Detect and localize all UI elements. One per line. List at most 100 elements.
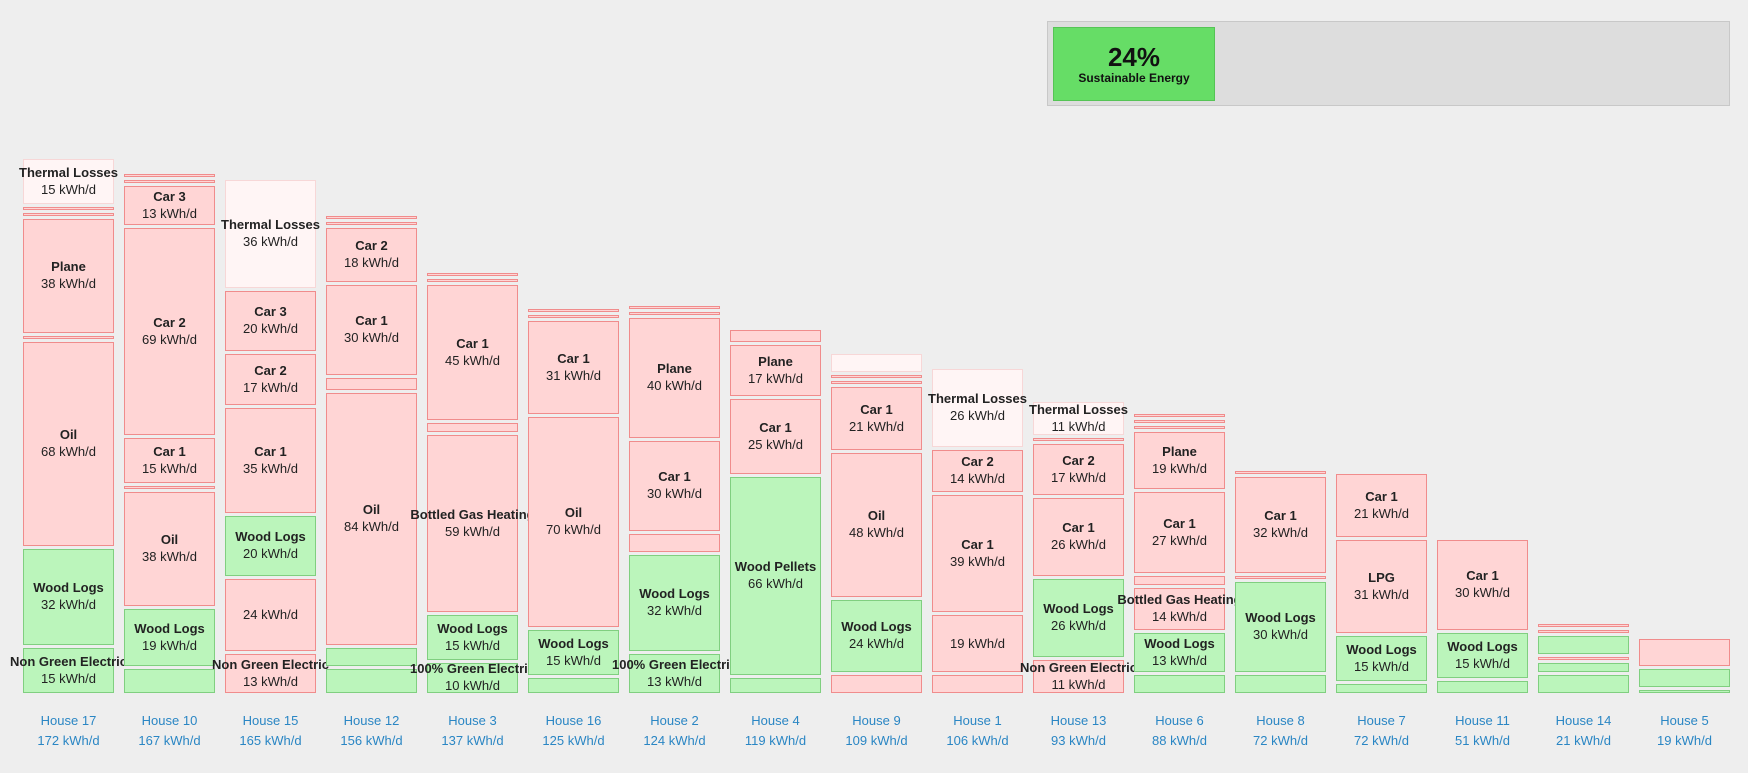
energy-segment[interactable] xyxy=(23,336,114,339)
energy-segment[interactable] xyxy=(124,174,215,177)
energy-segment[interactable] xyxy=(1134,426,1225,429)
energy-segment[interactable] xyxy=(1538,663,1629,672)
energy-segment-car-1[interactable]: Car 1 21 kWh/d xyxy=(831,387,922,450)
energy-segment[interactable] xyxy=(831,675,922,693)
energy-segment-car-1[interactable]: Car 1 30 kWh/d xyxy=(629,441,720,531)
energy-segment-car-3[interactable]: Car 3 13 kWh/d xyxy=(124,186,215,225)
energy-segment-100-green-electric[interactable]: 100% Green Electric 13 kWh/d xyxy=(612,654,737,693)
energy-segment-wood-logs[interactable]: Wood Logs 19 kWh/d xyxy=(124,609,215,666)
energy-segment-oil[interactable]: Oil 84 kWh/d xyxy=(326,393,417,645)
house-name[interactable]: House 8 xyxy=(1256,713,1305,728)
house-name[interactable]: House 7 xyxy=(1357,713,1406,728)
energy-segment[interactable] xyxy=(730,678,821,693)
energy-segment-thermal-losses[interactable]: Thermal Losses 11 kWh/d xyxy=(1029,402,1128,435)
energy-segment[interactable] xyxy=(1134,576,1225,585)
energy-segment-non-green-electric[interactable]: Non Green Electric 13 kWh/d xyxy=(212,654,329,693)
energy-segment[interactable] xyxy=(326,378,417,390)
energy-segment-wood-logs[interactable]: Wood Logs 32 kWh/d xyxy=(629,555,720,651)
energy-segment-car-1[interactable]: Car 1 45 kWh/d xyxy=(427,285,518,420)
energy-segment-plane[interactable]: Plane 19 kWh/d xyxy=(1134,432,1225,489)
energy-segment[interactable] xyxy=(124,180,215,183)
energy-segment[interactable] xyxy=(1538,630,1629,633)
energy-segment[interactable] xyxy=(1235,471,1326,474)
energy-segment[interactable] xyxy=(124,669,215,693)
energy-segment[interactable] xyxy=(1538,636,1629,654)
energy-segment-car-2[interactable]: Car 2 18 kWh/d xyxy=(326,228,417,282)
energy-segment[interactable] xyxy=(326,216,417,219)
house-name[interactable]: House 3 xyxy=(448,713,497,728)
energy-segment-car-2[interactable]: Car 2 17 kWh/d xyxy=(225,354,316,405)
energy-segment[interactable] xyxy=(1538,657,1629,660)
house-name[interactable]: House 4 xyxy=(751,713,800,728)
energy-segment[interactable] xyxy=(629,306,720,309)
energy-segment[interactable] xyxy=(1235,675,1326,693)
energy-segment-car-1[interactable]: Car 1 30 kWh/d xyxy=(326,285,417,375)
energy-segment[interactable] xyxy=(730,330,821,342)
energy-segment-wood-logs[interactable]: Wood Logs 15 kWh/d xyxy=(1437,633,1528,678)
energy-segment-car-1[interactable]: Car 1 21 kWh/d xyxy=(1336,474,1427,537)
energy-segment-car-1[interactable]: Car 1 31 kWh/d xyxy=(528,321,619,414)
house-name[interactable]: House 5 xyxy=(1660,713,1709,728)
energy-segment[interactable] xyxy=(23,213,114,216)
energy-segment[interactable] xyxy=(1235,576,1326,579)
energy-segment-car-1[interactable]: Car 1 39 kWh/d xyxy=(932,495,1023,612)
house-name[interactable]: House 13 xyxy=(1050,713,1107,728)
energy-segment[interactable] xyxy=(1639,639,1730,666)
energy-segment[interactable] xyxy=(528,315,619,318)
energy-segment-plane[interactable]: Plane 40 kWh/d xyxy=(629,318,720,438)
house-name[interactable]: House 10 xyxy=(141,713,198,728)
energy-segment-100-green-electric[interactable]: 100% Green Electric 10 kWh/d xyxy=(410,661,535,693)
energy-segment[interactable] xyxy=(831,375,922,378)
energy-segment-car-1[interactable]: Car 1 35 kWh/d xyxy=(225,408,316,513)
house-name[interactable]: House 16 xyxy=(545,713,602,728)
energy-segment-plane[interactable]: Plane 38 kWh/d xyxy=(23,219,114,333)
energy-segment-car-2[interactable]: Car 2 17 kWh/d xyxy=(1033,444,1124,495)
energy-segment-car-2[interactable]: Car 2 14 kWh/d xyxy=(932,450,1023,492)
energy-segment-thermal-losses[interactable]: Thermal Losses 26 kWh/d xyxy=(928,369,1027,447)
energy-segment[interactable] xyxy=(528,678,619,693)
energy-segment-car-1[interactable]: Car 1 32 kWh/d xyxy=(1235,477,1326,573)
energy-segment[interactable]: 24 kWh/d xyxy=(225,579,316,651)
energy-segment-wood-logs[interactable]: Wood Logs 24 kWh/d xyxy=(831,600,922,672)
energy-segment-thermal-losses[interactable]: Thermal Losses 36 kWh/d xyxy=(221,180,320,288)
energy-segment[interactable] xyxy=(528,309,619,312)
energy-segment[interactable]: 19 kWh/d xyxy=(932,615,1023,672)
energy-segment[interactable] xyxy=(23,207,114,210)
energy-segment-wood-logs[interactable]: Wood Logs 26 kWh/d xyxy=(1033,579,1124,657)
house-name[interactable]: House 9 xyxy=(852,713,901,728)
energy-segment-oil[interactable]: Oil 38 kWh/d xyxy=(124,492,215,606)
energy-segment-oil[interactable]: Oil 70 kWh/d xyxy=(528,417,619,627)
energy-segment-bottled-gas-heating[interactable]: Bottled Gas Heating 59 kWh/d xyxy=(410,435,535,612)
energy-segment-car-2[interactable]: Car 2 69 kWh/d xyxy=(124,228,215,435)
energy-segment[interactable] xyxy=(1134,414,1225,417)
house-name[interactable]: House 15 xyxy=(242,713,299,728)
energy-segment[interactable] xyxy=(1134,420,1225,423)
energy-segment-wood-pellets[interactable]: Wood Pellets 66 kWh/d xyxy=(730,477,821,675)
house-name[interactable]: House 11 xyxy=(1455,713,1510,728)
energy-segment-non-green-electric[interactable]: Non Green Electric 15 kWh/d xyxy=(10,648,127,693)
energy-segment-lpg[interactable]: LPG 31 kWh/d xyxy=(1336,540,1427,633)
energy-segment[interactable] xyxy=(1437,681,1528,693)
energy-segment-wood-logs[interactable]: Wood Logs 15 kWh/d xyxy=(427,615,518,660)
energy-segment[interactable] xyxy=(326,648,417,666)
house-name[interactable]: House 17 xyxy=(40,713,97,728)
energy-segment-thermal-losses[interactable]: Thermal Losses 15 kWh/d xyxy=(19,159,118,204)
energy-segment[interactable] xyxy=(1538,675,1629,693)
energy-segment-car-1[interactable]: Car 1 15 kWh/d xyxy=(124,438,215,483)
energy-segment[interactable] xyxy=(427,423,518,432)
energy-segment-car-1[interactable]: Car 1 26 kWh/d xyxy=(1033,498,1124,576)
energy-segment[interactable] xyxy=(932,675,1023,693)
energy-segment[interactable] xyxy=(1134,675,1225,693)
energy-segment-wood-logs[interactable]: Wood Logs 30 kWh/d xyxy=(1235,582,1326,672)
house-name[interactable]: House 14 xyxy=(1555,713,1612,728)
energy-segment[interactable] xyxy=(831,354,922,372)
energy-segment-bottled-gas-heating[interactable]: Bottled Gas Heating 14 kWh/d xyxy=(1117,588,1242,630)
energy-segment[interactable] xyxy=(1538,624,1629,627)
energy-segment[interactable] xyxy=(831,381,922,384)
energy-segment-oil[interactable]: Oil 68 kWh/d xyxy=(23,342,114,546)
energy-segment[interactable] xyxy=(427,273,518,276)
energy-segment[interactable] xyxy=(326,669,417,693)
energy-segment-wood-logs[interactable]: Wood Logs 20 kWh/d xyxy=(225,516,316,576)
house-name[interactable]: House 2 xyxy=(650,713,699,728)
energy-segment[interactable] xyxy=(427,279,518,282)
